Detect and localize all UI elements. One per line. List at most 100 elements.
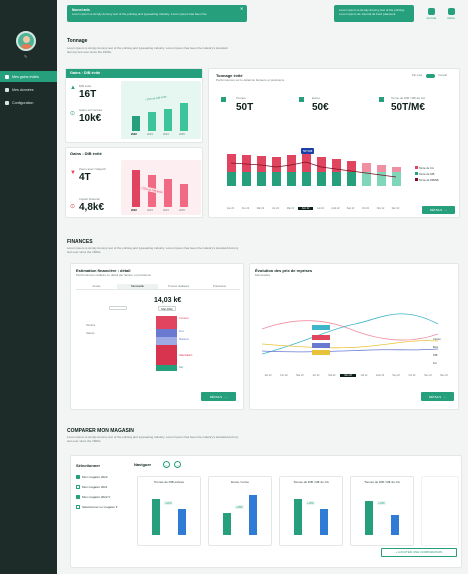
tooltip-marker [312, 350, 330, 355]
tab-annee[interactable]: Année [92, 284, 101, 288]
tab-mensuelle[interactable]: Mensuelle [117, 284, 158, 289]
chart-legend: Tonne de CA Tonne de DIB Tonne de DIB/M€ [415, 166, 439, 184]
month-label: Sep 22 [392, 374, 400, 377]
section-desc: Lorem ipsum is simply dummy text of the … [67, 46, 228, 54]
bar-2024 [164, 179, 172, 207]
details-button[interactable]: DÉTAILS → [201, 392, 236, 401]
cumul-toggle[interactable] [426, 74, 435, 78]
prev-button[interactable]: ← [163, 461, 170, 468]
edit-icon[interactable]: ✎ [24, 54, 28, 59]
store-label: Mon magasin 2021 [82, 485, 108, 489]
tooltip-marker [312, 335, 330, 340]
close-icon[interactable]: ✕ [240, 6, 244, 11]
month-label: Nov 22 [424, 374, 432, 377]
evolution-chart [261, 313, 439, 355]
add-comparison-button[interactable]: + AJOUTER UNE COMPARAISON [381, 548, 457, 557]
month-label: Nov 22 [376, 207, 385, 210]
bell-icon [447, 8, 455, 15]
line-carton [261, 320, 439, 341]
filter-select[interactable] [109, 306, 127, 310]
panel-subtitle: Performances sur le détail de facteurs e… [216, 78, 285, 82]
bar-2024 [164, 109, 172, 131]
panel-title: Tonnage évité [216, 73, 243, 78]
year-label: 2025 [179, 209, 185, 212]
month-label[interactable]: Juin 22 [340, 374, 356, 377]
estimation-value: 14,03 k€ [154, 297, 182, 304]
comparer-panel: Sélectionner Mon magasin 2022 Mon magasi… [70, 455, 462, 568]
legend-item: Tonne de DIB [418, 173, 435, 176]
kpi-value: 50T/M€ [391, 102, 425, 113]
section-desc: Lorem ipsum is simply dummy text of the … [67, 246, 239, 254]
bar-dib [377, 172, 386, 186]
section-title-finances: FINANCES [67, 239, 93, 245]
panel-title: Évolution des prix de reprises [255, 268, 313, 273]
estimation-panel: Estimation financière : détail Performan… [70, 263, 244, 410]
month-label: Sep 22 [346, 207, 355, 210]
bar-ca [272, 157, 281, 172]
avatar[interactable] [16, 31, 36, 51]
legend-item: Bois [433, 346, 439, 349]
details-button[interactable]: DÉTAILS → [421, 392, 454, 401]
sidebar-item-gains[interactable]: Mes gains évités [0, 71, 57, 82]
sidebar-item-configuration[interactable]: Configuration [0, 97, 57, 108]
month-label: Déc 22 [440, 374, 448, 377]
stat-value: 16T [79, 89, 97, 100]
store-option[interactable]: Mon magasin 2022 [76, 475, 108, 479]
details-button[interactable]: DÉTAILS → [422, 206, 455, 214]
arrow-right-icon: → [224, 394, 228, 399]
bar-dib [242, 172, 251, 186]
navigate-label: Naviguer [134, 462, 152, 467]
tooltip-marker [312, 325, 330, 330]
bar-ca [347, 161, 356, 172]
select-label: Sélectionner [76, 463, 101, 468]
store-option[interactable]: Mon magasin 2021 [76, 485, 108, 489]
kpi-value: 50T [236, 102, 254, 113]
store-option[interactable]: Sélectionner un magasin ▾ [76, 505, 117, 509]
home-icon [5, 74, 9, 79]
stat-label: Zoom avec l'objectif [79, 167, 106, 171]
euro-icon: ⊙ [70, 111, 76, 117]
kpi-icon [379, 97, 384, 102]
checkbox[interactable] [76, 505, 80, 509]
bar-dib [287, 172, 296, 186]
checkbox[interactable] [76, 495, 80, 499]
tab-tonnes[interactable]: Tonnes réalisées [168, 284, 189, 288]
checkbox[interactable] [76, 475, 80, 479]
year-label: 2024 [163, 133, 169, 136]
sidebar-item-donnees[interactable]: Mes données [0, 84, 57, 95]
next-button[interactable]: → [174, 461, 181, 468]
button-label: DÉTAILS [209, 394, 223, 399]
bar-b [178, 509, 186, 535]
list-icon [5, 87, 9, 92]
month-label: Juil 22 [360, 374, 368, 377]
bar-ca [362, 163, 371, 172]
pct-badge: +10% [377, 501, 386, 505]
store-option[interactable]: Mon magasin 2022 ▾ [76, 495, 110, 499]
tab-previsions[interactable]: Prévisions [213, 284, 226, 288]
notification-title: Nouvel avis [72, 8, 90, 12]
arrow-right-icon: → [444, 208, 448, 212]
month-select[interactable]: Mai 2022 [158, 306, 176, 311]
line-bois [261, 313, 439, 355]
arrow-right-icon: → [443, 394, 447, 399]
estimation-tabs: Année Mensuelle Tonnes réalisées Prévisi… [76, 284, 240, 290]
month-label[interactable]: Juin 22 [298, 207, 313, 210]
month-axis: Jan 22 Fév 22 Mar 22 Avr 22 Mai 22 Juin … [223, 207, 413, 210]
card-title: Gains : DIB évité [70, 151, 102, 156]
bar-dib [257, 172, 266, 186]
legend-item: Fer [433, 362, 437, 365]
gear-icon [5, 100, 9, 105]
alerte-button[interactable]: Alerte [444, 8, 458, 20]
month-label: Déc 22 [391, 207, 400, 210]
legend-item: DIB [433, 354, 438, 357]
section-title-comparer: COMPARER MON MAGASIN [67, 428, 134, 434]
stat-label: Impact financier [79, 197, 101, 201]
kpi-label: Tonne de DIB / M€ de CA [391, 96, 426, 100]
pct-badge: +28% [235, 505, 244, 509]
stat-label: DIB évité [79, 84, 92, 88]
checkbox[interactable] [76, 485, 80, 489]
section-desc: Lorem ipsum is simply dummy text of the … [67, 435, 239, 443]
sidebar [0, 0, 57, 574]
journal-button[interactable]: Journal [424, 8, 438, 20]
card-title: Tonnes de DIB évitées [153, 480, 185, 484]
